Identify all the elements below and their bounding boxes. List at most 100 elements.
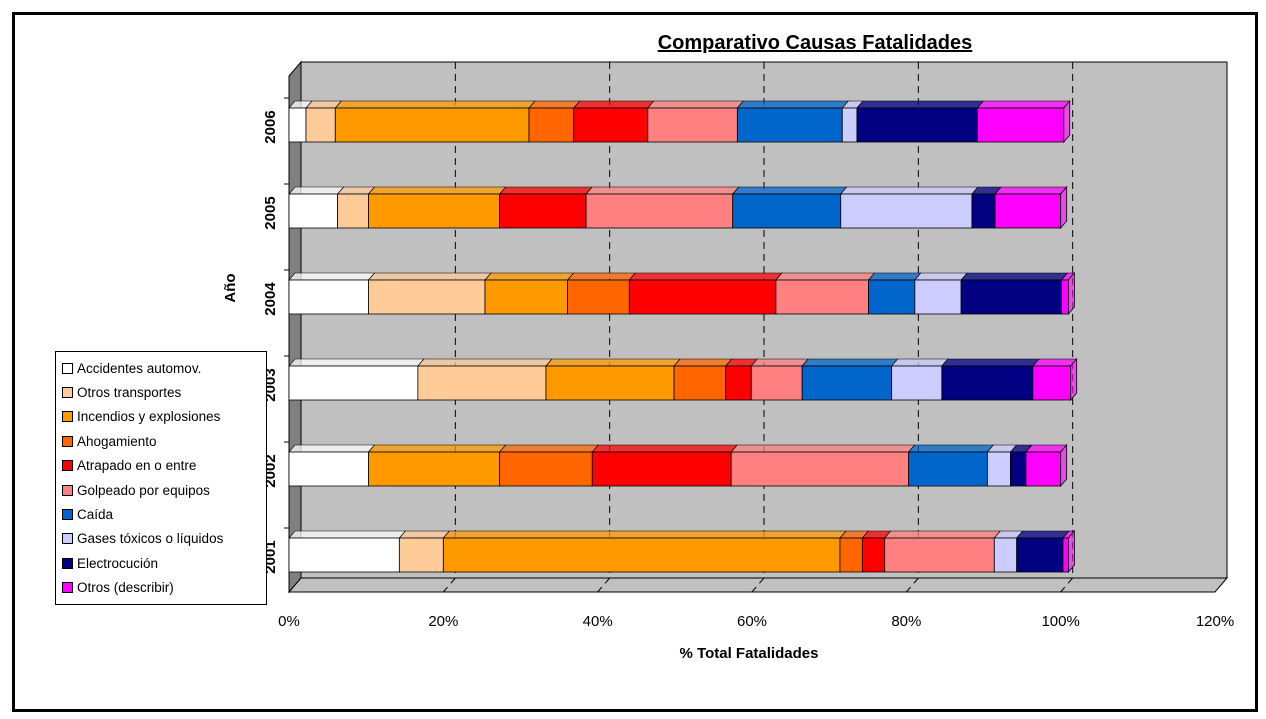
bar-segment xyxy=(484,279,568,315)
bar-segment-top xyxy=(994,186,1068,195)
bar-segment-top xyxy=(976,100,1071,109)
bar-segment xyxy=(628,279,777,315)
bar-segment xyxy=(1032,365,1072,401)
bar-segment-top xyxy=(398,530,450,539)
bar-segment-top xyxy=(1016,530,1070,539)
bar-segment xyxy=(573,107,649,143)
bar-segment xyxy=(591,451,732,487)
bar-segment xyxy=(960,279,1062,315)
bar-segment xyxy=(368,451,501,487)
bar-segment xyxy=(528,107,575,143)
bar-segment xyxy=(398,537,444,573)
bar-segment xyxy=(891,365,943,401)
bar-segment-top xyxy=(907,444,995,453)
bar-segment-top xyxy=(775,272,876,281)
bar-segment xyxy=(1025,451,1062,487)
bar-segment-top xyxy=(884,530,1001,539)
bar-segment xyxy=(567,279,630,315)
gridline xyxy=(442,577,456,593)
plot-area: 0% 20% 40% 60% 80% 100% 120%200620052004200320… xyxy=(262,60,1234,630)
floor xyxy=(287,577,1229,593)
x-tick-label: 100% xyxy=(1041,613,1079,630)
bar-segment-top xyxy=(334,100,536,109)
bar-segment-top xyxy=(545,358,681,367)
bar-segment-top xyxy=(288,272,376,281)
bar-segment xyxy=(986,451,1011,487)
bar-segment xyxy=(868,279,916,315)
bar-segment-top xyxy=(941,358,1040,367)
legend-label: Atrapado en o entre xyxy=(77,458,197,474)
bar-segment xyxy=(994,193,1062,229)
x-tick-label: 20% xyxy=(428,613,458,630)
bar-segment-top xyxy=(591,444,738,453)
legend-label: Otros (describir) xyxy=(77,580,174,596)
bar-segment xyxy=(750,365,803,401)
x-axis-title: % Total Fatalidades xyxy=(680,645,819,662)
bar-segment xyxy=(288,279,369,315)
bar-segment xyxy=(730,451,910,487)
bar-segment-top xyxy=(367,272,492,281)
bar-segment xyxy=(971,193,996,229)
bar-segment-top xyxy=(647,100,744,109)
bar-segment xyxy=(647,107,738,143)
x-tick-label: 120% xyxy=(1196,613,1234,630)
bar-segment-top xyxy=(367,444,507,453)
bar-segment xyxy=(839,537,863,573)
gridline xyxy=(751,577,765,593)
bar-segment-top xyxy=(288,530,407,539)
bar-segment xyxy=(288,451,369,487)
bar-segment-top xyxy=(736,100,849,109)
bar-segment xyxy=(861,537,886,573)
y-tick-label: 2006 xyxy=(262,110,279,143)
legend-item: Otros transportes xyxy=(62,380,260,404)
bar-segment-top xyxy=(732,186,848,195)
legend-swatch xyxy=(62,582,73,594)
bar-segment-top xyxy=(730,444,916,453)
bar-end-face xyxy=(1060,443,1068,488)
bar-segment-top xyxy=(484,272,575,281)
bar-segment xyxy=(884,537,995,573)
bar-end-face xyxy=(1070,357,1078,402)
bar-segment xyxy=(1010,451,1027,487)
bar-end-face xyxy=(1063,99,1071,144)
bar-segment xyxy=(840,193,973,229)
bar-segment-top xyxy=(673,358,733,367)
bar-segment xyxy=(417,365,547,401)
chart-title: Comparativo Causas Fatalidades xyxy=(658,32,973,54)
bar-segment xyxy=(993,537,1018,573)
legend: Accidentes automov. Otros transportes Ince… xyxy=(55,351,267,605)
bar-segment xyxy=(976,107,1065,143)
x-tick-label: 80% xyxy=(891,613,921,630)
legend-swatch xyxy=(62,362,73,374)
bar-end-face xyxy=(1060,185,1068,230)
bar-segment xyxy=(1062,537,1069,573)
bar-segment xyxy=(499,451,593,487)
bar-segment-top xyxy=(288,444,376,453)
bar-end-face xyxy=(1067,271,1075,316)
bar-segment-top xyxy=(499,186,593,195)
bar-segment-top xyxy=(1032,358,1078,367)
bar-segment xyxy=(337,193,369,229)
bar-segment xyxy=(914,279,962,315)
bar-segment-top xyxy=(573,100,655,109)
legend-swatch xyxy=(62,509,73,521)
bar-segment-top xyxy=(960,272,1069,281)
bar-segment-top xyxy=(499,444,599,453)
bar-segment xyxy=(1061,279,1069,315)
legend-item: Otros (describir) xyxy=(62,576,260,600)
legend-item: Golpeado por equipos xyxy=(62,478,260,502)
bar-segment xyxy=(725,365,752,401)
legend-swatch xyxy=(62,460,73,472)
legend-label: Gases tóxicos o líquidos xyxy=(77,531,224,547)
bar-segment-top xyxy=(914,272,968,281)
x-tick-label: 60% xyxy=(737,613,767,630)
legend-item: Accidentes automov. xyxy=(62,356,260,380)
bar-segment-top xyxy=(801,358,899,367)
chart-svg: Comparativo Causas Fatalidades 0% 20% 40% 6… xyxy=(222,32,1234,662)
legend-item: Gases tóxicos o líquidos xyxy=(62,527,260,551)
bar-segment xyxy=(288,193,339,229)
legend-label: Otros transportes xyxy=(77,385,182,401)
legend-swatch xyxy=(62,533,73,545)
legend-label: Ahogamiento xyxy=(77,433,157,449)
gridline xyxy=(905,577,919,593)
